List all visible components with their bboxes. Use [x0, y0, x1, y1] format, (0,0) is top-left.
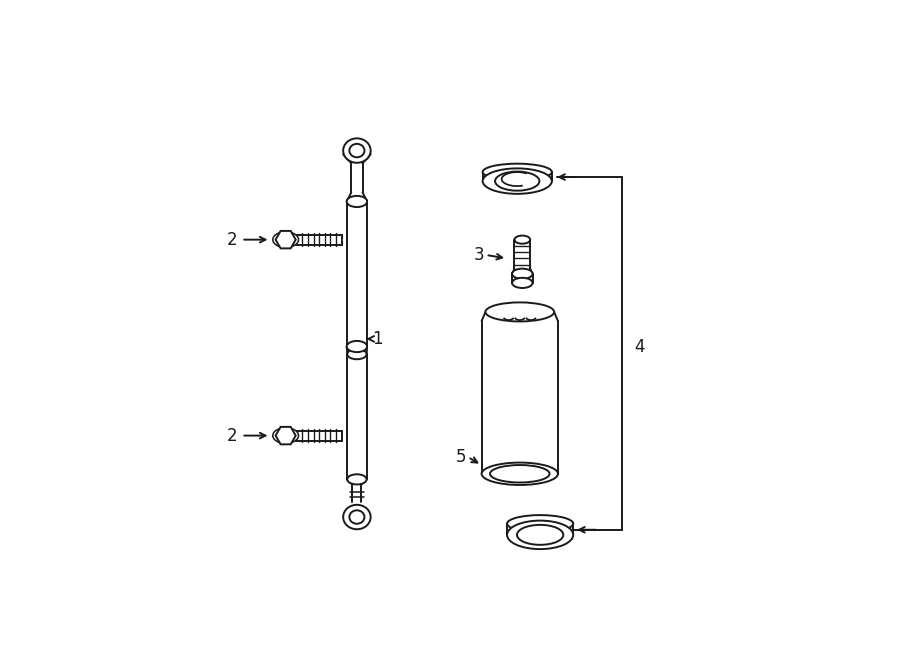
Text: 2: 2: [227, 231, 238, 249]
Ellipse shape: [343, 138, 371, 163]
Ellipse shape: [347, 349, 366, 360]
Ellipse shape: [346, 196, 367, 207]
Text: 5: 5: [455, 448, 466, 466]
Ellipse shape: [482, 169, 552, 194]
Ellipse shape: [343, 505, 371, 529]
Ellipse shape: [517, 525, 563, 545]
Ellipse shape: [346, 341, 367, 352]
Text: 2: 2: [227, 426, 238, 445]
Ellipse shape: [507, 521, 573, 549]
Ellipse shape: [485, 302, 554, 321]
Ellipse shape: [347, 475, 366, 485]
Ellipse shape: [495, 172, 539, 190]
Ellipse shape: [512, 278, 533, 288]
Ellipse shape: [349, 144, 364, 157]
Ellipse shape: [512, 268, 533, 279]
Ellipse shape: [515, 235, 530, 244]
Text: 1: 1: [373, 330, 382, 348]
Ellipse shape: [273, 428, 299, 444]
Text: 4: 4: [634, 338, 644, 356]
Ellipse shape: [273, 232, 299, 247]
Ellipse shape: [349, 510, 364, 524]
Ellipse shape: [523, 527, 557, 542]
Ellipse shape: [482, 164, 552, 180]
Ellipse shape: [490, 465, 550, 483]
Ellipse shape: [482, 463, 558, 485]
Text: 3: 3: [473, 246, 484, 264]
Ellipse shape: [507, 515, 573, 532]
